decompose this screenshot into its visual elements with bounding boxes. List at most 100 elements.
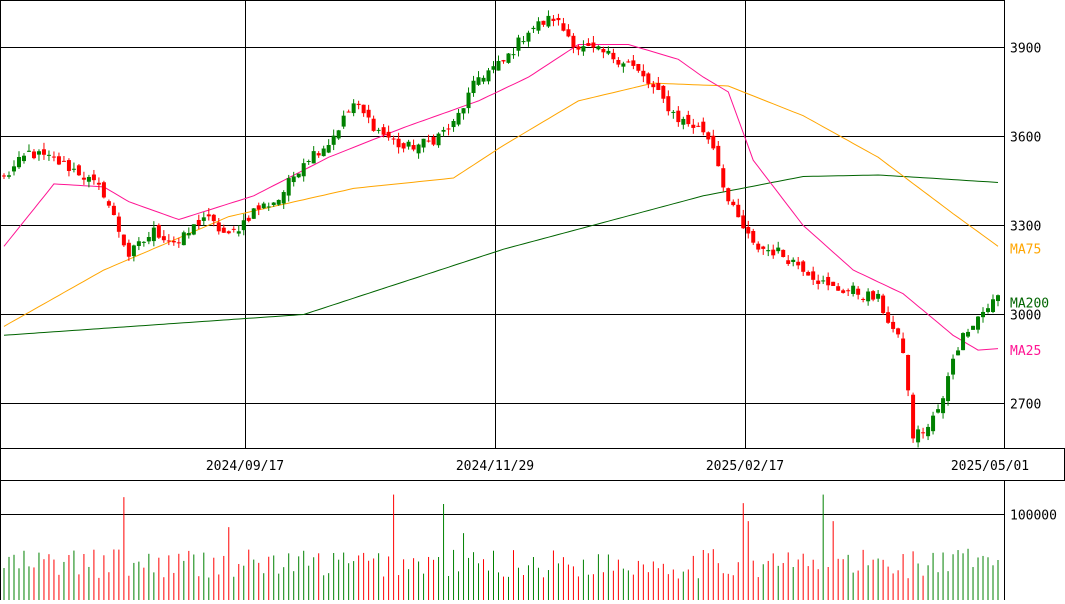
candle (2, 173, 6, 180)
candle (921, 427, 926, 439)
candle (176, 237, 181, 248)
candle (361, 104, 366, 117)
candle-body (746, 226, 751, 234)
candle (891, 315, 896, 333)
candle-body (146, 237, 151, 242)
candle-body (686, 114, 691, 125)
candle-body (86, 176, 91, 182)
candle-body (816, 280, 821, 284)
candle (391, 135, 396, 145)
candle (666, 90, 671, 116)
candle-body (796, 261, 801, 266)
candle-body (851, 285, 856, 294)
candle-body (241, 220, 246, 231)
candle (431, 134, 436, 147)
volume-tick-label: 100000 (1010, 508, 1057, 523)
candle-body (471, 80, 476, 94)
candle-body (836, 286, 841, 291)
ma-label-ma25: MA25 (1010, 344, 1041, 359)
price-tick-label: 3900 (1010, 41, 1041, 56)
candle-body (201, 217, 206, 221)
candle (641, 64, 646, 83)
candle-body (956, 350, 961, 356)
candle-body (821, 280, 826, 282)
candle-body (31, 151, 36, 159)
candle (596, 45, 601, 51)
price-axis: 2700 3000 3300 3600 3900 (1010, 41, 1041, 412)
ma25-line (3, 44, 999, 351)
candle (321, 145, 326, 157)
candle (761, 245, 766, 255)
candle (291, 171, 296, 187)
candle (76, 163, 81, 177)
candle (956, 347, 961, 356)
candle-body (721, 168, 726, 188)
candle-body (221, 227, 226, 233)
candle-body (991, 299, 996, 313)
candle (406, 139, 411, 150)
candle-body (716, 145, 721, 167)
candle (771, 244, 776, 259)
candle-body (311, 151, 316, 164)
candle-body (916, 429, 921, 443)
candle (396, 132, 401, 154)
candle-body (601, 49, 606, 53)
candle (716, 141, 721, 167)
candle-body (556, 17, 561, 21)
candle (466, 87, 471, 114)
candle-body (91, 174, 96, 181)
candle-body (181, 232, 186, 246)
candle (31, 149, 36, 160)
candle (411, 139, 416, 152)
candle-body (966, 331, 971, 337)
candle-body (191, 224, 196, 235)
candle-body (196, 219, 201, 226)
candle (131, 244, 136, 262)
ma-label-ma200: MA200 (1010, 297, 1049, 312)
candle (981, 307, 986, 323)
candle-body (586, 43, 591, 46)
candle (776, 241, 781, 254)
candle-body (316, 153, 321, 156)
candle-body (536, 21, 541, 31)
candle-body (546, 15, 551, 27)
candle-body (136, 241, 141, 246)
candle (16, 151, 21, 169)
candle (581, 40, 586, 56)
candle (766, 244, 771, 257)
candle (451, 118, 456, 132)
candle (11, 160, 16, 176)
candle (306, 159, 311, 165)
candle-body (946, 376, 951, 402)
candle-body (151, 227, 156, 242)
candle (456, 108, 461, 127)
candle (286, 174, 291, 202)
candle (896, 327, 901, 338)
candle (231, 226, 236, 233)
candle (986, 303, 991, 314)
candle-body (901, 338, 906, 354)
candle (146, 231, 151, 245)
candle (6, 171, 11, 179)
candle-body (386, 131, 391, 138)
candle (726, 187, 731, 205)
candle (26, 144, 31, 153)
candle-body (231, 228, 236, 230)
candle-body (961, 333, 966, 351)
candle (991, 294, 996, 314)
date-axis: 2024/09/17 2024/11/29 2025/02/17 2025/05/01 (0, 448, 1065, 481)
candle-body (286, 178, 291, 196)
candle-body (801, 261, 806, 272)
candle (91, 169, 96, 185)
ma200-line (3, 174, 999, 336)
candle-body (256, 205, 261, 210)
moving-averages (3, 44, 999, 351)
candle (66, 158, 71, 177)
candle-body (266, 206, 271, 208)
candle-body (171, 240, 176, 243)
candle (206, 207, 211, 221)
candle-body (576, 46, 581, 50)
candle (386, 125, 391, 141)
candle-body (46, 154, 51, 156)
date-tick-label: 2025/02/17 (706, 459, 784, 474)
